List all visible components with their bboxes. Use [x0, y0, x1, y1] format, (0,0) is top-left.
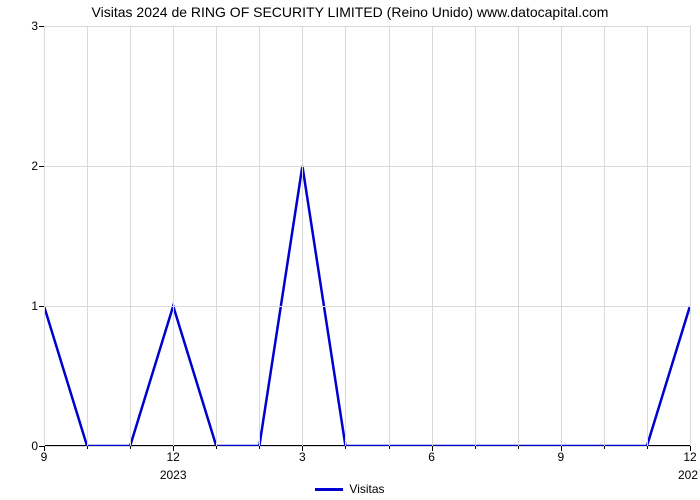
gridline-v [259, 26, 260, 446]
y-tick-label: 0 [31, 439, 38, 453]
gridline-v [432, 26, 433, 446]
gridline-v [647, 26, 648, 446]
x-minor-tickmark [647, 446, 648, 449]
legend-swatch [315, 488, 343, 491]
gridline-v [561, 26, 562, 446]
y-tick-label: 3 [31, 19, 38, 33]
gridline-v [389, 26, 390, 446]
gridline-v [302, 26, 303, 446]
x-minor-tickmark [87, 446, 88, 449]
gridline-v [518, 26, 519, 446]
chart-title: Visitas 2024 de RING OF SECURITY LIMITED… [0, 4, 700, 20]
gridline-h [44, 306, 690, 307]
legend: Visitas [0, 481, 700, 496]
gridline-h [44, 26, 690, 27]
gridline-h [44, 166, 690, 167]
gridline-v [44, 26, 45, 446]
gridline-v [173, 26, 174, 446]
x-minor-tickmark [604, 446, 605, 449]
x-tick-label: 12 [683, 450, 696, 464]
gridline-v [87, 26, 88, 446]
y-tick-label: 2 [31, 159, 38, 173]
x-minor-tickmark [130, 446, 131, 449]
x-tick-label: 6 [428, 450, 435, 464]
x-sub-label: 202 [678, 468, 698, 482]
gridline-v [216, 26, 217, 446]
chart-container: Visitas 2024 de RING OF SECURITY LIMITED… [0, 0, 700, 500]
x-minor-tickmark [518, 446, 519, 449]
x-minor-tickmark [389, 446, 390, 449]
gridline-h [44, 446, 690, 447]
y-tick-label: 1 [31, 299, 38, 313]
x-minor-tickmark [216, 446, 217, 449]
x-minor-tickmark [475, 446, 476, 449]
legend-label: Visitas [349, 482, 384, 496]
gridline-v [345, 26, 346, 446]
plot-area: 0123912369122023202 [44, 26, 690, 446]
x-minor-tickmark [345, 446, 346, 449]
x-sub-label: 2023 [160, 468, 187, 482]
gridline-v [604, 26, 605, 446]
gridline-v [130, 26, 131, 446]
x-tick-label: 3 [299, 450, 306, 464]
x-tick-label: 12 [167, 450, 180, 464]
gridline-v [475, 26, 476, 446]
line-series [44, 26, 690, 446]
x-minor-tickmark [259, 446, 260, 449]
x-tick-label: 9 [41, 450, 48, 464]
x-tick-label: 9 [557, 450, 564, 464]
gridline-v [690, 26, 691, 446]
